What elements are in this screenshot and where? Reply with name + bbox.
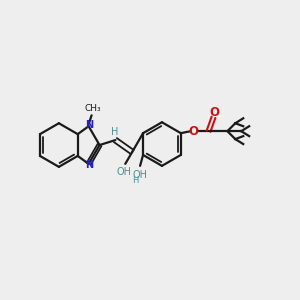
Text: H: H xyxy=(132,176,138,185)
Text: OH: OH xyxy=(117,167,132,177)
Text: H: H xyxy=(111,127,118,137)
Text: OH: OH xyxy=(133,170,148,180)
Text: O: O xyxy=(189,125,199,138)
Text: N: N xyxy=(85,120,94,130)
Text: CH₃: CH₃ xyxy=(84,104,101,113)
Text: N: N xyxy=(85,160,94,170)
Text: O: O xyxy=(209,106,220,119)
